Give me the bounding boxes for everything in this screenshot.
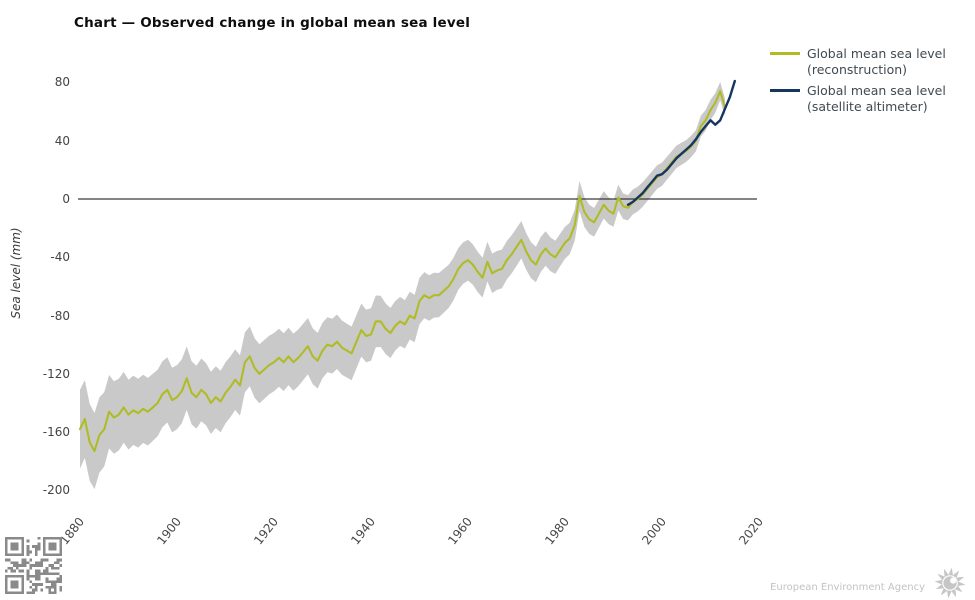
legend-label-satellite-line2: (satellite altimeter) [807, 99, 928, 114]
reconstruction-line-swatch [770, 52, 800, 55]
legend-label-satellite-line1: Global mean sea level [807, 83, 946, 98]
legend-item-satellite[interactable]: Global mean sea level (satellite altimet… [770, 83, 970, 115]
y-tick-label: -160 [42, 425, 70, 440]
eea-sun-logo-icon [934, 567, 966, 599]
legend: Global mean sea level (reconstruction) G… [770, 46, 970, 120]
agency-name: European Environment Agency [770, 581, 925, 593]
chart-title: Chart — Observed change in global mean s… [74, 15, 471, 31]
legend-item-reconstruction[interactable]: Global mean sea level (reconstruction) [770, 46, 970, 78]
y-tick-label: -80 [50, 308, 70, 323]
legend-label-reconstruction-line2: (reconstruction) [807, 62, 908, 77]
y-tick-label: 80 [54, 75, 70, 90]
footer: European Environment Agency [770, 566, 967, 600]
qr-code [5, 537, 62, 598]
y-tick-label: -40 [50, 250, 70, 265]
y-tick-label: -120 [42, 366, 70, 381]
y-tick-label: 40 [54, 133, 70, 148]
satellite-line-swatch [770, 89, 800, 92]
y-tick-label: -200 [42, 483, 70, 498]
legend-label-reconstruction-line1: Global mean sea level [807, 46, 946, 61]
y-tick-label: 0 [62, 192, 70, 206]
